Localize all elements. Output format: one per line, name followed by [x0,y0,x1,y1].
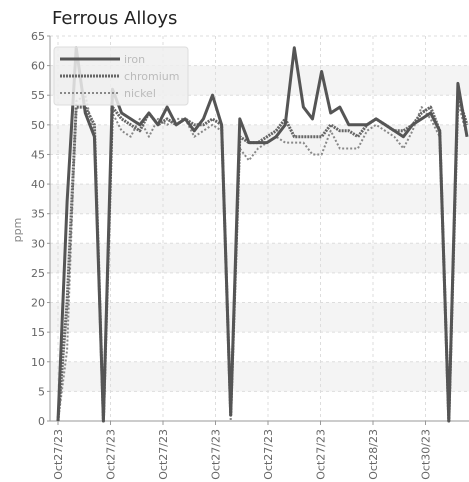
y-tick-label: 5 [38,385,45,398]
y-tick-label: 35 [31,208,45,221]
legend-box [53,46,189,106]
grid-band [50,302,469,333]
x-tick-label: Oct27/23 [210,429,223,480]
y-tick-label: 15 [31,326,45,339]
x-tick-label: Oct28/23 [367,429,380,480]
grid-band [50,243,469,273]
y-axis-label: ppm [11,218,24,243]
y-axis: 0 5 10 15 20 25 30 35 40 45 50 55 60 65 [31,30,50,428]
x-axis: Oct27/23 Oct27/23 Oct27/23 Oct27/23 Oct27/23… [52,421,433,480]
grid [49,35,469,422]
legend-label-nickel: nickel [124,87,156,100]
series-line-chromium [56,93,469,423]
series-line-iron [56,46,469,423]
y-tick-label: 45 [31,148,45,161]
y-tick-label: 30 [31,237,45,250]
x-tick-label: Oct27/23 [105,429,118,480]
grid-band [50,184,469,214]
y-tick-label: 55 [31,89,45,102]
x-tick-label: Oct27/23 [157,429,170,480]
grid-band [50,361,469,392]
y-tick-label: 0 [38,415,45,428]
y-tick-label: 60 [31,60,45,73]
y-tick-label: 65 [31,30,45,43]
chart-title: Ferrous Alloys [52,8,177,29]
legend: iron chromium nickel [53,46,189,106]
y-tick-label: 10 [31,356,45,369]
x-tick-label: Oct27/23 [315,429,328,480]
x-tick-label: Oct27/23 [52,429,65,480]
legend-label-chromium: chromium [124,70,180,83]
legend-label-iron: iron [124,53,145,66]
y-tick-label: 20 [31,297,45,310]
series-lines [56,46,469,423]
y-tick-label: 40 [31,178,45,191]
y-tick-label: 25 [31,267,45,280]
x-tick-label: Oct27/23 [262,429,275,480]
y-tick-label: 50 [31,119,45,132]
x-tick-label: Oct30/23 [420,429,433,480]
